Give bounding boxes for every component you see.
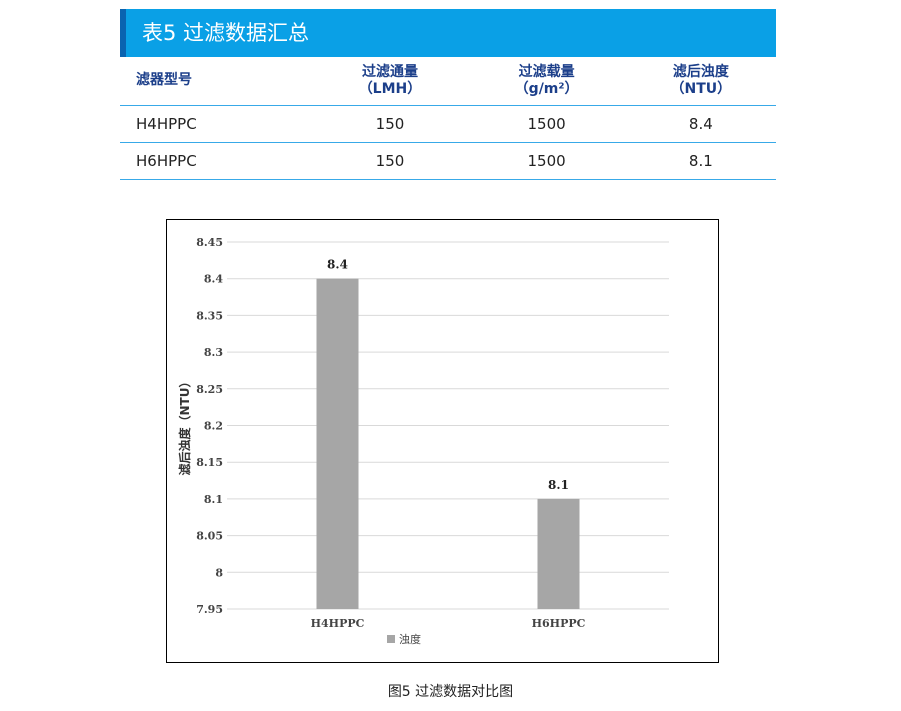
chart-frame: 8.45 8.4 8.35 8.3 8.25 8.2 8.15 8.1 8.05 8 7.95 8.4…: [166, 219, 719, 663]
y-tick-label: 8.1: [204, 493, 223, 506]
summary-table-section: 表5 过滤数据汇总 滤器型号 过滤通量 （LMH） 过滤载量 （g/m²） 滤后浊度…: [120, 9, 776, 180]
y-tick-label: 8.4: [204, 273, 223, 286]
y-tick-label: 8.25: [196, 383, 223, 396]
cell-flux: 150: [375, 114, 405, 133]
cell-model: H4HPPC: [136, 114, 197, 133]
cell-turbidity: 8.1: [688, 151, 713, 170]
y-tick-label: 8.15: [196, 456, 223, 469]
header-load: 过滤载量 （g/m²）: [514, 63, 579, 97]
header-turbidity: 滤后浊度 （NTU）: [670, 63, 732, 97]
x-tick-label: H6HPPC: [532, 617, 586, 630]
bar-chart: 8.45 8.4 8.35 8.3 8.25 8.2 8.15 8.1 8.05 8 7.95 8.4…: [177, 236, 669, 646]
y-tick-label: 8.45: [196, 236, 223, 249]
y-tick-label: 8.35: [196, 309, 223, 322]
cell-flux: 150: [375, 151, 405, 170]
y-tick-label: 8.3: [204, 346, 223, 359]
cell-load: 1500: [527, 114, 566, 133]
x-tick-label: H4HPPC: [311, 617, 365, 630]
data-label: 8.1: [548, 478, 569, 492]
legend-swatch: [387, 635, 395, 643]
cell-model: H6HPPC: [136, 151, 197, 170]
y-tick-label: 8.05: [196, 530, 223, 543]
y-tick-label: 7.95: [196, 603, 223, 616]
summary-table: 滤器型号 过滤通量 （LMH） 过滤载量 （g/m²） 滤后浊度 （NTU） H4HP…: [120, 57, 776, 180]
table-title: 表5 过滤数据汇总: [120, 9, 776, 57]
bar: [316, 278, 359, 609]
y-tick-label: 8: [215, 566, 223, 579]
bar: [537, 498, 580, 609]
table-row: H6HPPC 150 1500 8.1: [120, 142, 776, 179]
header-flux: 过滤通量 （LMH）: [358, 63, 422, 97]
data-label: 8.4: [327, 258, 348, 272]
figure-caption: 图5 过滤数据对比图: [387, 684, 514, 700]
y-axis-label: 滤后浊度（NTU）: [177, 376, 192, 476]
y-tick-label: 8.2: [204, 420, 223, 433]
table-header-row: 滤器型号 过滤通量 （LMH） 过滤载量 （g/m²） 滤后浊度 （NTU）: [120, 57, 776, 105]
cell-turbidity: 8.4: [688, 114, 713, 133]
table-row: H4HPPC 150 1500 8.4: [120, 105, 776, 142]
header-model: 滤器型号: [136, 72, 192, 89]
cell-load: 1500: [527, 151, 566, 170]
legend-label: 浊度: [399, 632, 421, 646]
